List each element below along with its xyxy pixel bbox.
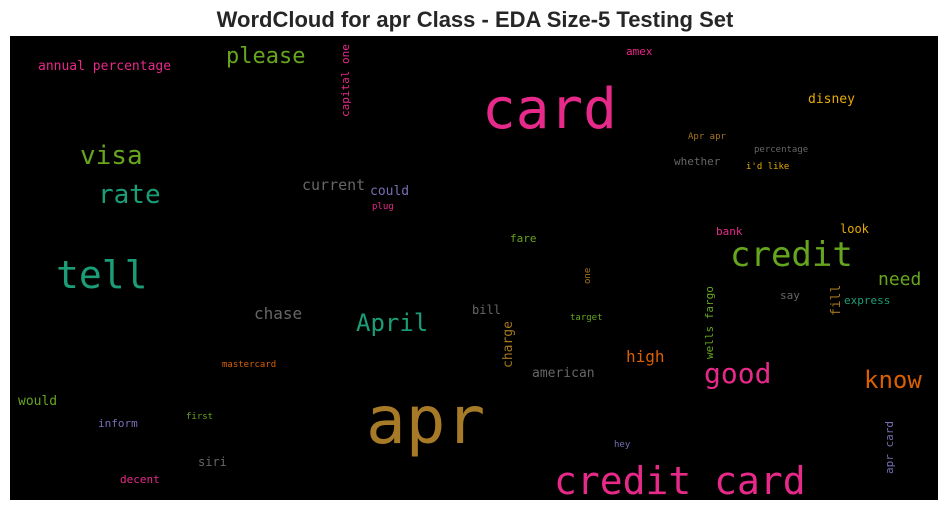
word-target: target (570, 313, 603, 323)
word-disney: disney (808, 92, 855, 107)
word-fill: fill (829, 284, 844, 316)
word-bank: bank (716, 225, 743, 238)
word-hey: hey (614, 440, 631, 450)
word-percentage: percentage (754, 145, 809, 155)
word-could: could (370, 184, 410, 199)
word-whether: whether (674, 155, 721, 168)
word-plug: plug (372, 202, 394, 212)
word-visa: visa (80, 141, 143, 171)
word-express: express (844, 294, 891, 307)
word-say: say (780, 289, 800, 302)
word-one: one (583, 267, 593, 284)
word-credit-card: credit card (554, 459, 806, 500)
word-credit: credit (730, 235, 853, 275)
word-chase: chase (254, 304, 303, 323)
word-know: know (864, 366, 922, 394)
word-bill: bill (472, 303, 501, 317)
word-need: need (878, 269, 922, 290)
word-please: please (226, 44, 306, 69)
word-tell: tell (56, 253, 148, 297)
wordcloud-canvas: apr card credit card tell credit good April kno… (10, 36, 938, 500)
word-amex: amex (626, 45, 653, 58)
word-rate: rate (98, 180, 161, 210)
word-charge: charge (501, 321, 516, 368)
word-card: card (482, 77, 617, 142)
word-annual-percentage: annual percentage (38, 59, 172, 74)
word-high: high (626, 347, 665, 366)
word-american: american (532, 366, 595, 381)
word-current: current (302, 176, 366, 194)
word-decent: decent (120, 473, 160, 486)
word-fare: fare (510, 232, 537, 245)
word-good: good (704, 357, 772, 390)
word-first: first (186, 412, 214, 422)
word-april: April (356, 309, 429, 337)
word-i-d-like: i'd like (746, 162, 790, 172)
word-would: would (18, 394, 58, 409)
word-wells-fargo: wells fargo (703, 286, 716, 359)
chart-title: WordCloud for apr Class - EDA Size-5 Tes… (216, 7, 734, 32)
word-apr: apr (366, 382, 486, 459)
word-apr-apr: Apr apr (688, 132, 726, 142)
word-look: look (840, 222, 869, 236)
word-inform: inform (98, 417, 138, 430)
word-capital-one: capital one (339, 44, 352, 117)
word-apr-card: apr card (883, 421, 896, 474)
word-siri: siri (198, 455, 227, 469)
word-mastercard: mastercard (222, 360, 277, 370)
